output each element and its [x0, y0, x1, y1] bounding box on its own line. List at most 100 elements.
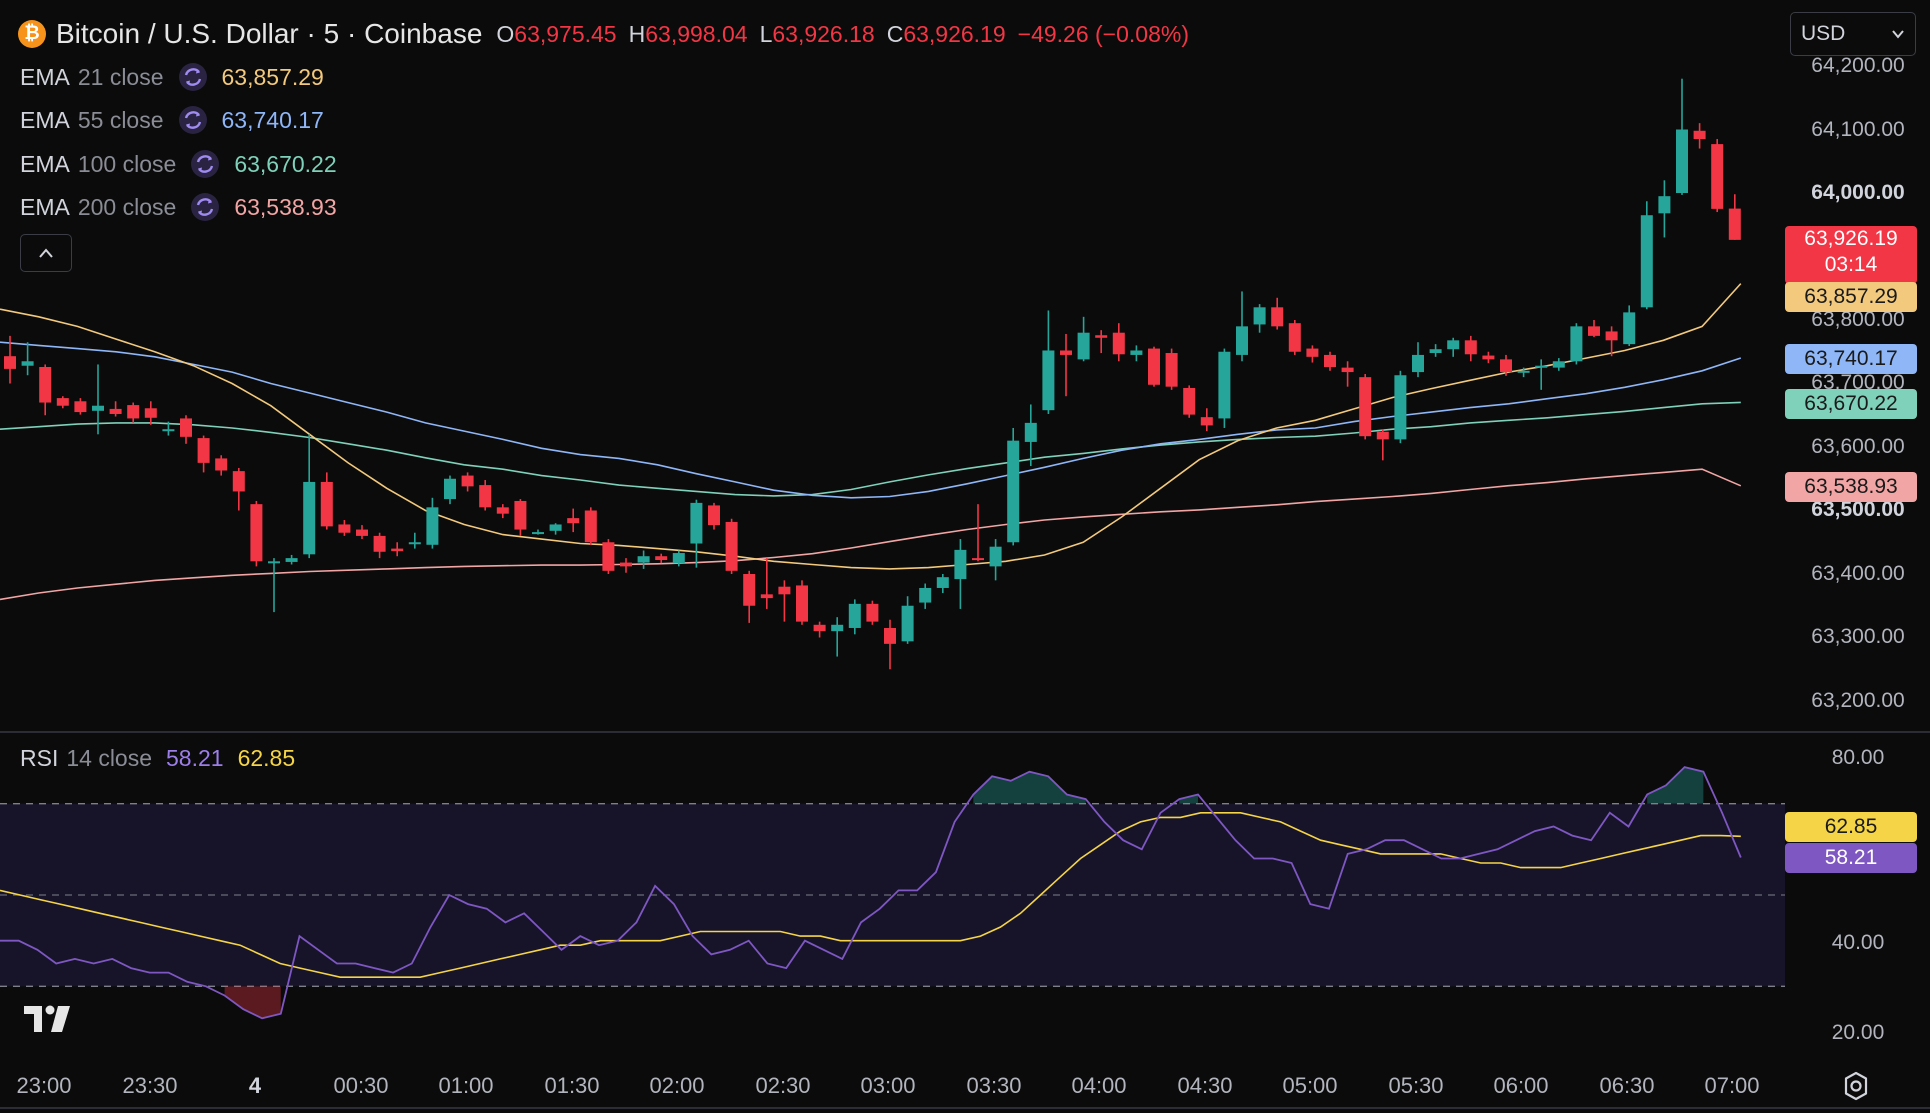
candle-body: [584, 510, 597, 543]
bitcoin-icon[interactable]: ₿: [18, 20, 46, 48]
candle-body: [1588, 326, 1600, 336]
indicator-value: 63,670.22: [234, 150, 337, 177]
candle: [1676, 78, 1688, 195]
rsi-oversold-fill: [224, 986, 281, 1019]
refresh-icon[interactable]: [178, 62, 208, 92]
candle-body: [936, 577, 949, 588]
candle: [320, 472, 333, 530]
indicator-param: 100 close: [77, 150, 177, 177]
legend-ema-200[interactable]: EMA 200 close 63,538.93: [20, 189, 337, 225]
candle: [743, 570, 756, 623]
indicator-name: EMA: [20, 193, 70, 220]
ema-21-line: [0, 283, 1742, 570]
candle: [725, 518, 738, 574]
legend-ema-21[interactable]: EMA 21 close 63,857.29: [20, 59, 324, 95]
candle-body: [408, 542, 421, 545]
rsi-tag: 58.21: [1785, 843, 1917, 873]
candle: [1552, 358, 1565, 371]
indicator-param: 55 close: [77, 106, 164, 133]
candle-body: [1728, 208, 1741, 240]
candle-body: [1218, 351, 1231, 419]
time-label: 03:00: [860, 1073, 916, 1098]
time-label: 05:00: [1282, 1073, 1338, 1098]
candle-body: [1570, 326, 1583, 362]
candle: [1517, 367, 1530, 378]
candle: [708, 502, 720, 530]
candle-body: [1024, 422, 1037, 442]
candle: [620, 558, 632, 573]
candle-body: [39, 366, 52, 403]
candle: [584, 507, 597, 545]
ohlc-close: C63,926.19: [887, 21, 1006, 48]
candle-body: [866, 603, 879, 622]
candles: [4, 78, 1741, 670]
candle: [1500, 354, 1512, 376]
candle-body: [514, 500, 527, 530]
candle-body: [496, 507, 509, 514]
candle-body: [1693, 130, 1706, 140]
current-price: 63,926.19: [1804, 227, 1898, 250]
refresh-icon[interactable]: [178, 105, 208, 135]
candle: [1605, 326, 1618, 357]
candle: [1200, 408, 1213, 432]
candle: [901, 596, 914, 644]
candle-body: [356, 529, 368, 536]
candle-body: [901, 605, 914, 642]
candle: [426, 497, 439, 549]
candle: [127, 402, 140, 423]
price-axis-label: 63,300.00: [1811, 625, 1905, 648]
candle-body: [1535, 365, 1548, 368]
candle: [778, 580, 791, 622]
rsi-overbought-fill: [1647, 767, 1704, 804]
candle: [1112, 323, 1125, 362]
legend-rsi[interactable]: RSI 14 close 58.21 62.85: [20, 745, 295, 772]
candle: [21, 342, 34, 376]
low-label: L: [759, 20, 773, 47]
candle: [56, 396, 69, 409]
candle: [936, 574, 949, 594]
currency-select[interactable]: USD: [1790, 12, 1916, 56]
candle: [1165, 348, 1178, 390]
candle: [444, 475, 456, 505]
candle: [672, 550, 685, 567]
candle: [1148, 346, 1160, 387]
candle-body: [250, 504, 263, 562]
candle-body: [373, 535, 386, 552]
rsi-ma-line: [0, 811, 1741, 979]
candle: [866, 600, 879, 625]
candle: [1324, 351, 1336, 371]
collapse-legend-button[interactable]: [20, 234, 72, 272]
legend-ema-100[interactable]: EMA 100 close 63,670.22: [20, 146, 337, 182]
candle-body: [1412, 354, 1424, 373]
candle: [1535, 359, 1548, 390]
candle-body: [620, 562, 632, 567]
indicator-value: 63,857.29: [221, 63, 324, 90]
candle: [1623, 305, 1636, 347]
rsi-value: 58.21: [166, 745, 224, 771]
rsi-ma-tag: 62.85: [1785, 812, 1917, 842]
candle-body: [778, 586, 791, 595]
refresh-icon[interactable]: [190, 192, 220, 222]
candle: [1306, 345, 1319, 363]
refresh-icon[interactable]: [190, 149, 220, 179]
candle: [39, 364, 52, 416]
high-label: H: [628, 20, 646, 47]
price-axis-label: 64,000.00: [1811, 181, 1905, 204]
candle: [655, 553, 668, 564]
candle: [1447, 337, 1460, 357]
legend-ema-55[interactable]: EMA 55 close 63,740.17: [20, 102, 324, 138]
settings-gear-icon[interactable]: [1840, 1070, 1872, 1102]
time-label: 03:30: [966, 1073, 1022, 1098]
candle: [796, 580, 808, 625]
symbol-title[interactable]: Bitcoin / U.S. Dollar · 5 · Coinbase: [56, 18, 483, 49]
current-price-tag: 63,926.19 03:14: [1785, 226, 1917, 284]
candle-body: [1464, 340, 1477, 355]
candle: [250, 500, 263, 567]
candle: [373, 532, 386, 559]
chevron-up-icon: [39, 248, 53, 258]
candle: [338, 520, 351, 536]
tradingview-logo-icon[interactable]: [24, 1004, 80, 1034]
rsi-band-fill: [0, 803, 1785, 987]
candle-body: [549, 524, 562, 531]
